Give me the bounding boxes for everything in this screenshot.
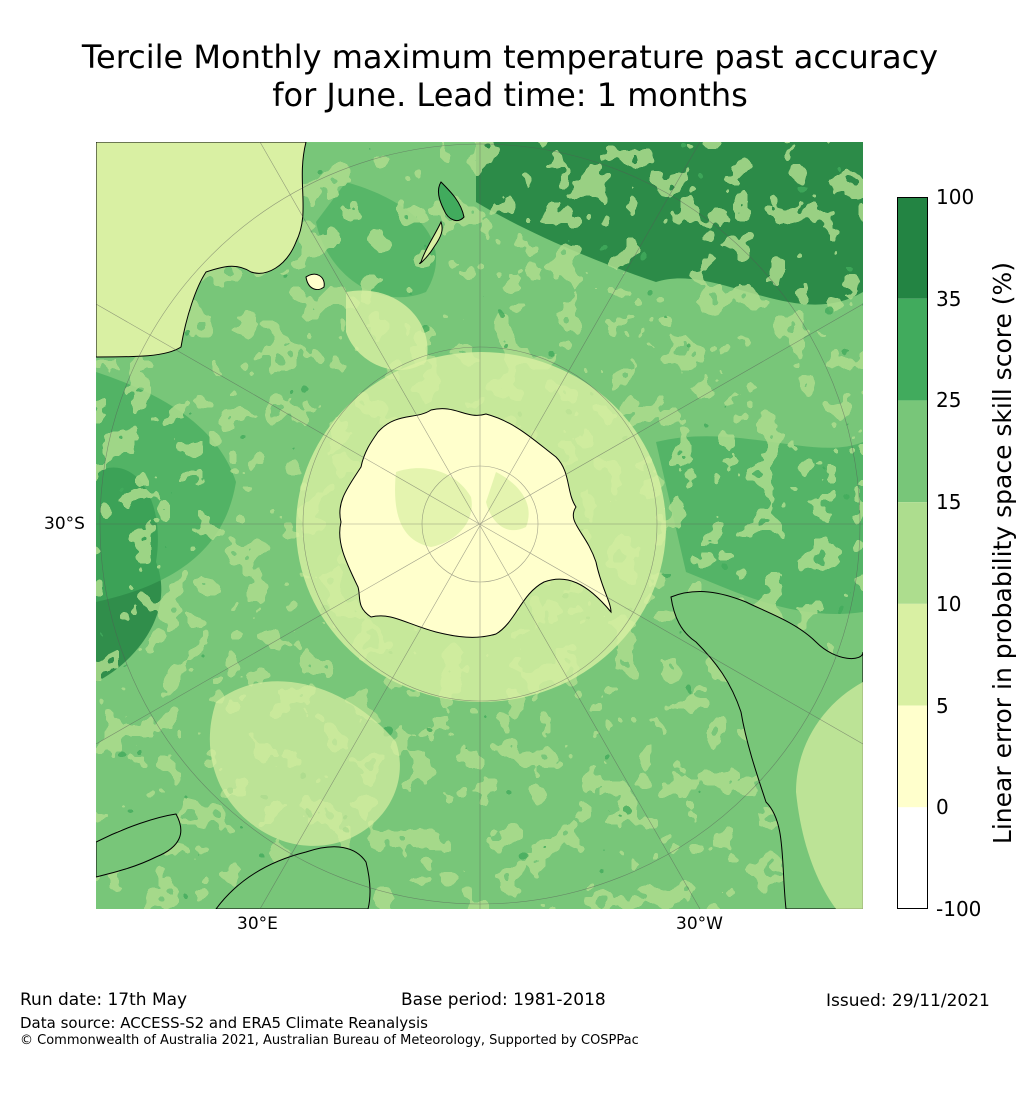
title-line-1: Tercile Monthly maximum temperature past… [81,38,939,76]
colorbar-tick-label: -100 [936,897,982,921]
colorbar-title: Linear error in probability space skill … [988,261,1017,845]
australia-coastline [96,142,307,358]
map-title: Tercile Monthly maximum temperature past… [0,38,1020,114]
colorbar-bin [897,298,928,401]
colorbar-tick-label: 25 [936,388,962,413]
data-source: Data source: ACCESS-S2 and ERA5 Climate … [20,1014,428,1032]
run-date: Run date: 17th May [20,990,188,1010]
colorbar-tick-label: 0 [936,795,949,820]
colorbar-bin [897,400,928,503]
skill-zone-light-sw [209,681,400,846]
colorbar-tick-label: 35 [936,286,962,311]
copyright: © Commonwealth of Australia 2021, Austra… [20,1033,639,1048]
skill-zone-light-ne [346,290,428,371]
colorbar-tick-label: 100 [936,185,975,209]
africa-coastline [215,846,371,909]
lat-label-30s: 30°S [44,514,85,534]
colorbar-tick-label: 5 [936,693,949,718]
tasmania [305,273,325,290]
title-line-2: for June. Lead time: 1 months [272,76,748,114]
base-period: Base period: 1981-2018 [401,990,606,1010]
issued-date: Issued: 29/11/2021 [826,991,990,1011]
colorbar [897,197,928,909]
lon-label-30w: 30°W [676,914,723,934]
colorbar-bin [897,603,928,706]
polar-skill-map [96,142,863,909]
colorbar-border [897,197,928,909]
graticule [96,142,863,909]
colorbar-tick-label: 15 [936,490,962,515]
antarctica-interior-patch-2 [486,472,529,531]
colorbar-bin [897,197,928,299]
colorbar-tick-label: 10 [936,591,962,616]
south-america-light-coast [796,682,863,909]
antarctica-interior-patch [395,468,472,547]
colorbar-bin [897,807,928,909]
antarctica-coastline [339,408,612,638]
colorbar-bin [897,502,928,604]
lon-label-30e: 30°E [237,914,278,934]
madagascar [96,813,182,878]
new-zealand-north [437,181,465,221]
colorbar-bin [897,705,928,808]
new-zealand-south [419,220,443,265]
